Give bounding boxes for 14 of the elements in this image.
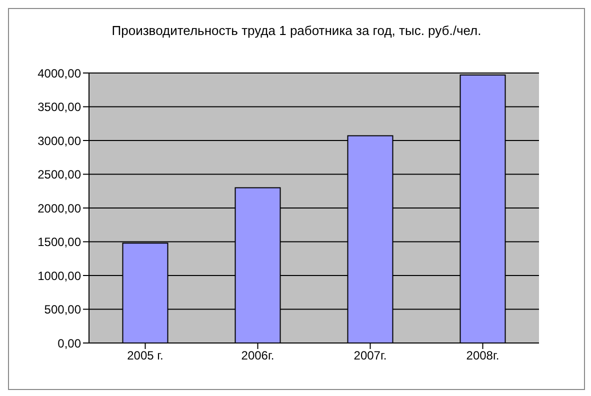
y-tick-label: 3500,00 [38,100,82,114]
y-tick-label: 2000,00 [38,201,82,216]
x-tick-label: 2007г. [354,348,387,363]
y-tick-label: 1000,00 [38,268,82,283]
x-tick-label: 2005 г. [127,348,164,363]
x-tick-label: 2008г. [466,348,500,363]
y-tick-label: 4000,00 [38,66,82,80]
y-tick-label: 3000,00 [38,134,82,148]
y-tick-label: 2500,00 [38,168,82,182]
x-tick-label: 2006г. [241,348,274,363]
y-tick-label: 500,00 [44,302,82,317]
chart-title: Производительность труда 1 работника за год, тыс. руб./чел. [110,22,482,40]
y-tick-label: 0,00 [58,336,82,350]
y-tick-label: 1500,00 [38,235,82,250]
